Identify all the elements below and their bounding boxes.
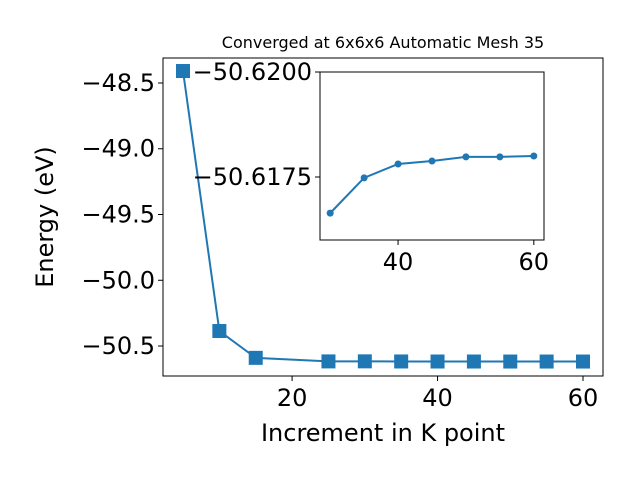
chart-title: Converged at 6x6x6 Automatic Mesh 35	[222, 33, 544, 52]
marker	[496, 153, 504, 161]
marker	[248, 350, 263, 365]
marker	[466, 354, 481, 369]
marker	[428, 157, 436, 165]
marker	[394, 160, 402, 168]
marker	[503, 354, 518, 369]
marker	[176, 64, 190, 79]
y-tick-label: −49.5	[81, 201, 155, 229]
x-tick-label: 40	[422, 384, 453, 412]
marker	[212, 324, 227, 339]
y-tick-label: −50.0	[81, 266, 155, 294]
y-tick-label: −50.6200	[193, 58, 312, 86]
marker	[530, 152, 538, 160]
marker	[360, 174, 368, 182]
y-tick-label: −50.6175	[193, 163, 312, 191]
y-tick-label: −48.5	[81, 69, 155, 97]
x-tick-label: 40	[383, 248, 414, 276]
y-tick-label: −49.0	[81, 135, 155, 163]
marker	[430, 354, 445, 369]
x-tick-label: 20	[277, 384, 308, 412]
marker	[321, 354, 336, 369]
marker	[394, 354, 409, 369]
marker	[539, 354, 554, 369]
x-axis-label: Increment in K point	[261, 419, 505, 447]
x-tick-label: 60	[519, 248, 550, 276]
marker	[326, 209, 334, 217]
y-axis-label: Energy (eV)	[31, 146, 59, 288]
marker	[357, 354, 372, 369]
x-tick-label: 60	[568, 384, 599, 412]
y-tick-label: −50.5	[81, 332, 155, 360]
marker	[462, 153, 470, 161]
marker	[576, 354, 590, 369]
